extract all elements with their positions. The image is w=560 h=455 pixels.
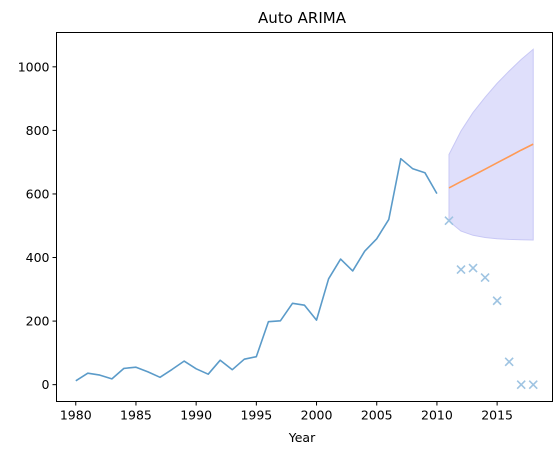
actual-point-marker: [492, 296, 502, 306]
actual-point-marker: [468, 263, 478, 273]
x-tick-label: 1995: [240, 408, 272, 423]
x-axis-label: Year: [288, 430, 316, 445]
actual-point-marker: [528, 380, 538, 390]
actual-point-marker: [516, 380, 526, 390]
actual-point-marker: [444, 216, 454, 226]
x-tick-label: 2010: [421, 408, 453, 423]
y-tick-label: 400: [26, 250, 50, 265]
y-tick-label: 600: [26, 186, 50, 201]
x-tick-label: 1980: [60, 408, 92, 423]
x-tick-label: 2000: [301, 408, 333, 423]
actual-point-marker: [480, 272, 490, 283]
x-tick-label: 2005: [361, 408, 393, 423]
x-tick-label: 1985: [120, 408, 152, 423]
plot-area: [75, 48, 538, 390]
x-tick-label: 1990: [180, 408, 212, 423]
actual-point-marker: [456, 265, 466, 275]
y-axis: 0 200 400 600 800 1000: [18, 59, 57, 392]
confidence-interval-band: [448, 48, 534, 241]
x-tick-label: 2015: [481, 408, 513, 423]
y-tick-label: 800: [26, 123, 50, 138]
y-tick-label: 1000: [18, 59, 50, 74]
chart-title: Auto ARIMA: [258, 9, 347, 27]
history-series-line: [75, 157, 438, 382]
actual-point-marker: [504, 357, 514, 367]
plot-frame: [56, 32, 553, 402]
y-tick-label: 200: [26, 314, 50, 329]
forecast-series-line: [448, 143, 534, 189]
y-tick-label: 0: [42, 377, 50, 392]
x-axis: 1980 1985 1990 1995 2000 2005 2010 2015: [60, 401, 513, 423]
